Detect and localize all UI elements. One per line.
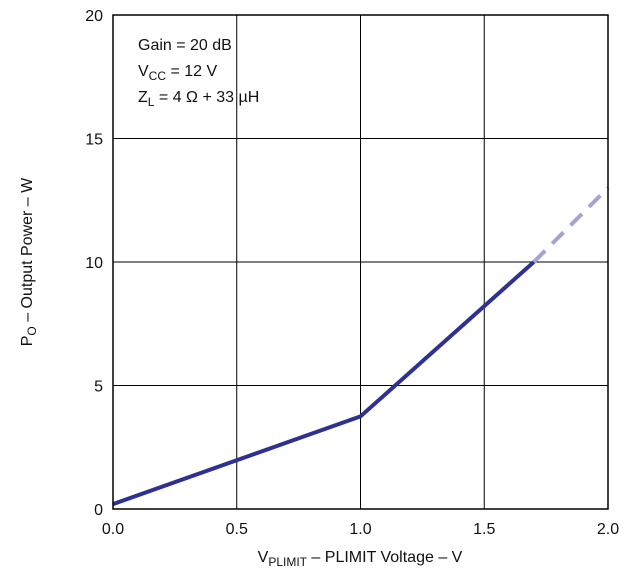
x-tick-label: 0.0 [102, 521, 124, 538]
series-line-dashed [532, 186, 610, 264]
x-axis-label: VPLIMIT – PLIMIT Voltage – V [258, 549, 463, 569]
annotation-zl: ZL = 4 Ω + 33 µH [138, 89, 259, 109]
series-line-solid [112, 260, 536, 506]
annotation-gain: Gain = 20 dB [138, 37, 232, 54]
x-tick-label: 0.5 [226, 521, 248, 538]
plot-frame [112, 14, 609, 510]
x-tick-label: 1.0 [349, 521, 371, 538]
annotation-vcc: VCC = 12 V [138, 63, 217, 83]
series-layer [112, 186, 610, 506]
y-axis-label: PO – Output Power – W [19, 177, 39, 346]
annotation-box: Gain = 20 dB VCC = 12 V ZL = 4 Ω + 33 µH [138, 37, 259, 109]
y-tick-label: 15 [85, 132, 103, 149]
y-tick-label: 10 [85, 255, 103, 272]
y-tick-label: 20 [85, 8, 103, 25]
y-tick-label: 0 [94, 502, 103, 519]
tick-labels: 0.0 0.5 1.0 1.5 2.0 0 5 10 15 20 [85, 8, 619, 538]
x-tick-label: 2.0 [597, 521, 619, 538]
y-tick-label: 5 [94, 379, 103, 396]
x-tick-label: 1.5 [473, 521, 495, 538]
